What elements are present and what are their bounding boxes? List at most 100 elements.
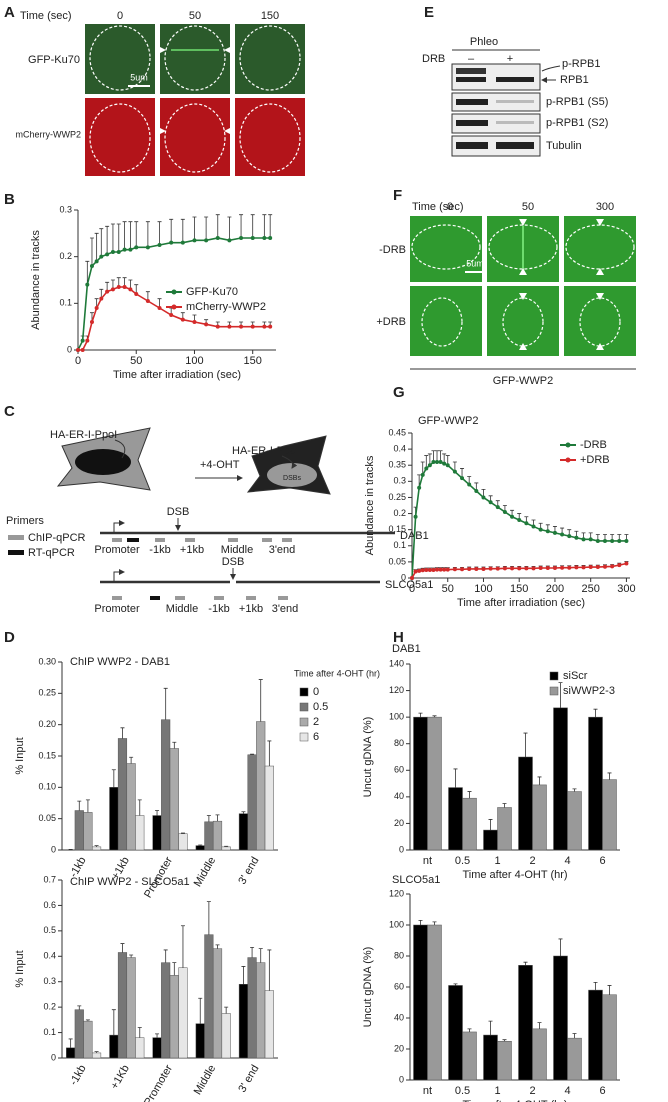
time: 300 xyxy=(596,201,614,213)
data-point xyxy=(474,489,479,493)
region: +1kb xyxy=(239,603,263,615)
bar xyxy=(567,1037,582,1081)
error-bar xyxy=(204,216,209,241)
y-axis-label: Abundance in tracks xyxy=(30,230,42,330)
data-point xyxy=(495,505,500,510)
chart-title: SLCO5a1 xyxy=(392,874,440,886)
error-bar xyxy=(94,232,99,262)
chart-title: ChIP WWP2 - DAB1 xyxy=(70,656,170,668)
x-tick-label: 3' end xyxy=(236,1063,261,1095)
data-point xyxy=(169,313,174,317)
y-tick-label: 0.20 xyxy=(38,719,56,729)
data-point xyxy=(588,565,593,570)
data-point xyxy=(438,567,443,572)
data-point xyxy=(617,538,622,543)
region: Promoter xyxy=(94,603,140,615)
data-point xyxy=(531,524,536,529)
x-tick-label: 150 xyxy=(510,583,528,595)
band-label: p-RPB1 (S2) xyxy=(546,117,608,129)
region: Middle xyxy=(166,603,198,615)
y-tick-label: 40 xyxy=(394,1012,404,1022)
y-tick-label: 120 xyxy=(389,685,404,695)
error-bar xyxy=(250,214,255,238)
error-bar xyxy=(453,768,458,788)
data-point xyxy=(560,532,565,537)
error-bar xyxy=(163,949,168,963)
panel-a: A Time (sec) 0 50 150 GFP-Ku70 mCherry-W… xyxy=(4,4,305,176)
x-tick-label: nt xyxy=(423,1085,432,1097)
data-point xyxy=(581,537,586,542)
bar xyxy=(448,787,463,851)
condition: – xyxy=(468,53,475,65)
data-point xyxy=(510,514,515,519)
bar xyxy=(602,994,617,1081)
error-bar xyxy=(224,845,229,847)
image xyxy=(160,98,230,176)
bar xyxy=(497,807,512,851)
bar xyxy=(518,965,533,1081)
legend-label: -DRB xyxy=(580,439,607,451)
data-point xyxy=(145,299,150,303)
bar xyxy=(483,829,498,851)
data-point xyxy=(110,250,115,254)
x-tick-label: 2 xyxy=(529,855,535,867)
data-point xyxy=(488,566,493,571)
data-point xyxy=(442,461,447,466)
row-label: -DRB xyxy=(379,244,406,256)
primer-sites xyxy=(112,538,292,542)
bar xyxy=(264,765,274,851)
data-point xyxy=(531,566,536,571)
chart-title: DAB1 xyxy=(392,643,421,655)
bar xyxy=(126,957,136,1059)
data-point xyxy=(122,285,127,289)
data-point xyxy=(610,564,615,569)
y-tick-label: 0.2 xyxy=(43,1002,56,1012)
legend-swatch xyxy=(299,732,309,742)
data-point xyxy=(145,245,150,250)
y-tick-label: 0.10 xyxy=(38,782,56,792)
enzyme: HA-ER-I-PpoI xyxy=(232,445,299,457)
row-label: +DRB xyxy=(376,316,406,328)
data-point xyxy=(452,469,457,474)
region: 3'end xyxy=(272,603,299,615)
time-label: Time (sec) xyxy=(412,201,464,213)
error-bar xyxy=(198,844,203,846)
band-label: Tubulin xyxy=(546,140,582,152)
x-axis-label: Time after 4-OHT (hr) xyxy=(462,869,567,881)
x-tick-label: 100 xyxy=(185,355,203,367)
bar xyxy=(427,924,442,1081)
bar xyxy=(256,721,266,851)
primer-key xyxy=(8,550,24,555)
gene-name: SLCO5a1 xyxy=(385,579,433,591)
error-bar xyxy=(267,949,272,991)
data-point xyxy=(413,569,418,574)
error-bar xyxy=(116,223,121,252)
time: 50 xyxy=(522,201,534,213)
bar xyxy=(256,962,266,1059)
bar xyxy=(66,1047,76,1059)
rt-site xyxy=(127,538,139,542)
x-tick-label: 4 xyxy=(564,855,570,867)
legend-label: 0.5 xyxy=(313,701,328,713)
x-axis-label: Time after irradiation (sec) xyxy=(457,597,585,609)
data-point xyxy=(268,236,273,240)
y-tick-label: 0.6 xyxy=(43,900,56,910)
data-point xyxy=(438,460,443,464)
data-point xyxy=(262,324,267,329)
x-axis-label: Time after 4-OHT (hr) xyxy=(462,1099,567,1102)
error-bar xyxy=(250,753,255,755)
data-point xyxy=(180,240,185,245)
data-point xyxy=(420,568,425,573)
data-point xyxy=(445,463,450,468)
primers-title: Primers xyxy=(6,515,44,527)
data-point xyxy=(481,566,486,571)
error-bar xyxy=(215,814,220,822)
band-label: RPB1 xyxy=(560,74,589,86)
error-bar xyxy=(155,810,160,816)
error-bar xyxy=(85,1019,90,1022)
data-point xyxy=(215,324,220,329)
band-arrows xyxy=(542,65,561,80)
error-bar xyxy=(180,218,185,243)
y-tick-label: 20 xyxy=(394,1043,404,1053)
data-point xyxy=(624,538,629,543)
